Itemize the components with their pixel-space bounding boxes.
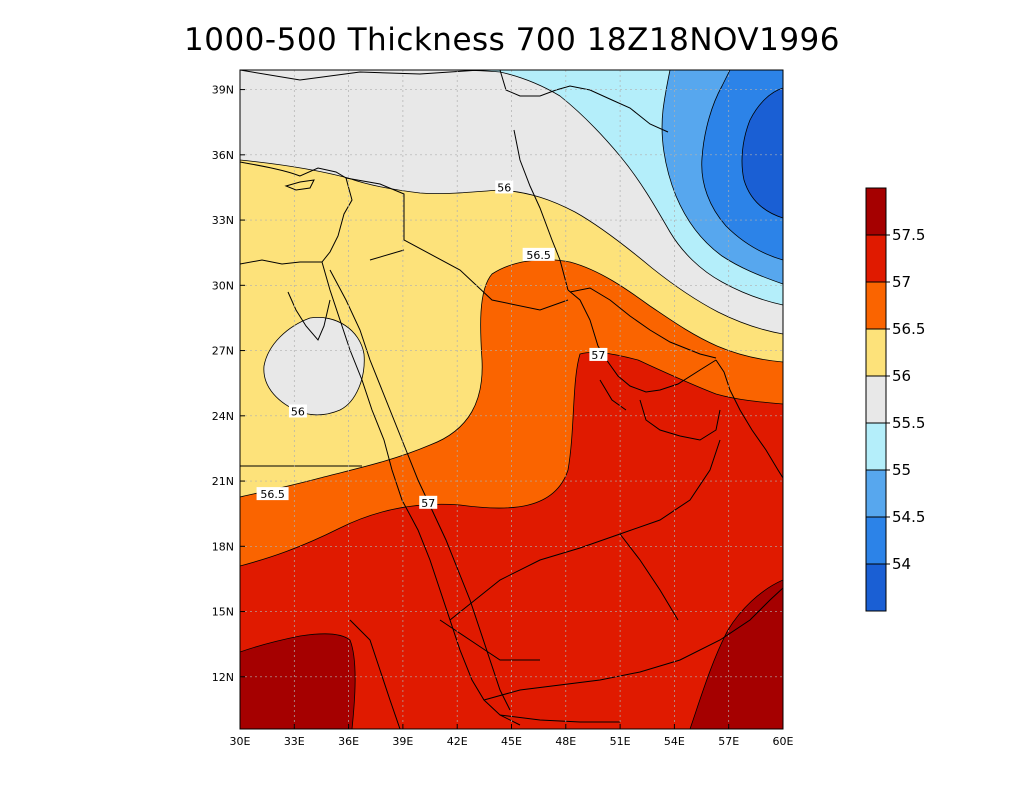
plot-title: 1000-500 Thickness 700 18Z18NOV1996: [184, 22, 840, 58]
colorbar-swatch: [866, 423, 886, 470]
y-tick-label: 12N: [212, 671, 234, 684]
colorbar: 54 54.5 55 55.5 56 56.5 57 57.5: [865, 187, 925, 612]
x-tick-label: 45E: [501, 735, 522, 748]
x-tick-label: 60E: [773, 735, 794, 748]
contour-label-bg: [589, 347, 608, 361]
contour-label: 57: [591, 349, 605, 362]
contour-label-bg: [288, 404, 307, 418]
contour-labels: 56 56.5 57 56 56.5 57: [256, 180, 608, 510]
y-tick-label: 27N: [212, 345, 234, 358]
contour-label: 56: [497, 181, 511, 194]
colorbar-label: 54.5: [892, 508, 925, 526]
y-tick-label: 15N: [212, 606, 234, 619]
contour-label-bg: [495, 180, 514, 194]
x-tick-label: 48E: [555, 735, 576, 748]
colorbar-swatch: [866, 517, 886, 564]
y-tick-label: 33N: [212, 214, 234, 227]
colorbar-label: 55.5: [892, 414, 925, 432]
x-tick-label: 33E: [284, 735, 305, 748]
colorbar-label: 55: [892, 461, 911, 479]
contour-label: 57: [421, 497, 435, 510]
colorbar-swatch: [866, 470, 886, 517]
y-tick-label: 30N: [212, 279, 234, 292]
contour-label: 56.5: [260, 488, 285, 501]
y-tick-label: 39N: [212, 84, 234, 97]
colorbar-swatch: [866, 235, 886, 282]
colorbar-frame: [865, 187, 887, 612]
x-tick-label: 39E: [392, 735, 413, 748]
contour-label-bg: [256, 487, 289, 501]
x-tick-label: 54E: [664, 735, 685, 748]
x-tick-label: 51E: [610, 735, 631, 748]
colorbar-label: 57: [892, 273, 911, 291]
colorbar-swatch: [866, 564, 886, 611]
colorbar-label: 54: [892, 555, 911, 573]
colorbar-label: 56: [892, 367, 911, 385]
colorbar-swatch: [866, 376, 886, 423]
colorbar-swatch: [866, 329, 886, 376]
axis-ticks: 30E 33E 36E 39E 42E 45E 48E 51E 54E 57E 60E 12N 15N 1…: [212, 84, 794, 748]
contour-label-bg: [522, 247, 555, 261]
y-tick-label: 18N: [212, 540, 234, 553]
x-tick-label: 30E: [230, 735, 251, 748]
colorbar-label: 56.5: [892, 320, 925, 338]
thickness-field: [240, 70, 783, 729]
y-tick-label: 21N: [212, 475, 234, 488]
y-tick-label: 36N: [212, 149, 234, 162]
band-above-57.5-east: [690, 580, 783, 729]
contour-label-bg: [419, 495, 438, 509]
contour-label: 56: [291, 405, 305, 418]
island-55.5-56: [263, 317, 365, 415]
band-below-54: [742, 88, 783, 218]
x-tick-label: 36E: [338, 735, 359, 748]
band-above-57.5-west: [240, 633, 356, 729]
colorbar-label: 57.5: [892, 226, 925, 244]
colorbar-swatch: [866, 188, 886, 235]
x-tick-label: 42E: [447, 735, 468, 748]
contour-label: 56.5: [526, 249, 551, 262]
grid-lines: [240, 70, 783, 729]
x-tick-label: 57E: [718, 735, 739, 748]
colorbar-swatch: [866, 282, 886, 329]
y-tick-label: 24N: [212, 410, 234, 423]
